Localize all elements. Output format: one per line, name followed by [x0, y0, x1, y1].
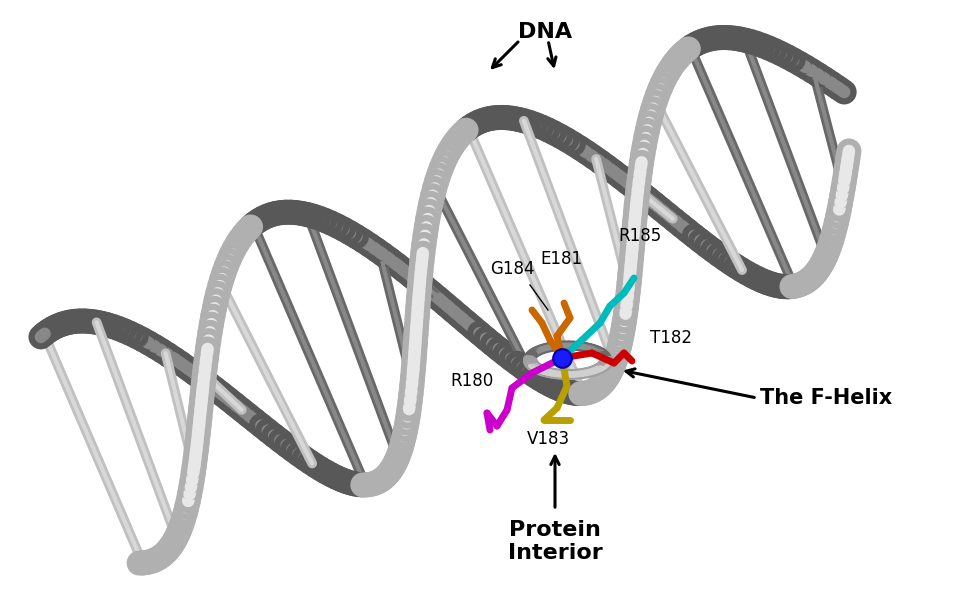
Text: E181: E181 — [540, 250, 582, 268]
Text: G184: G184 — [490, 260, 534, 278]
Text: R185: R185 — [618, 227, 661, 245]
Text: The F-Helix: The F-Helix — [760, 388, 892, 408]
Text: Protein: Protein — [509, 520, 601, 540]
Text: R180: R180 — [450, 372, 494, 390]
Text: DNA: DNA — [518, 22, 572, 42]
Text: V183: V183 — [527, 430, 569, 448]
Point — [555, 353, 570, 363]
Text: Interior: Interior — [507, 543, 602, 563]
Text: T182: T182 — [650, 329, 692, 347]
